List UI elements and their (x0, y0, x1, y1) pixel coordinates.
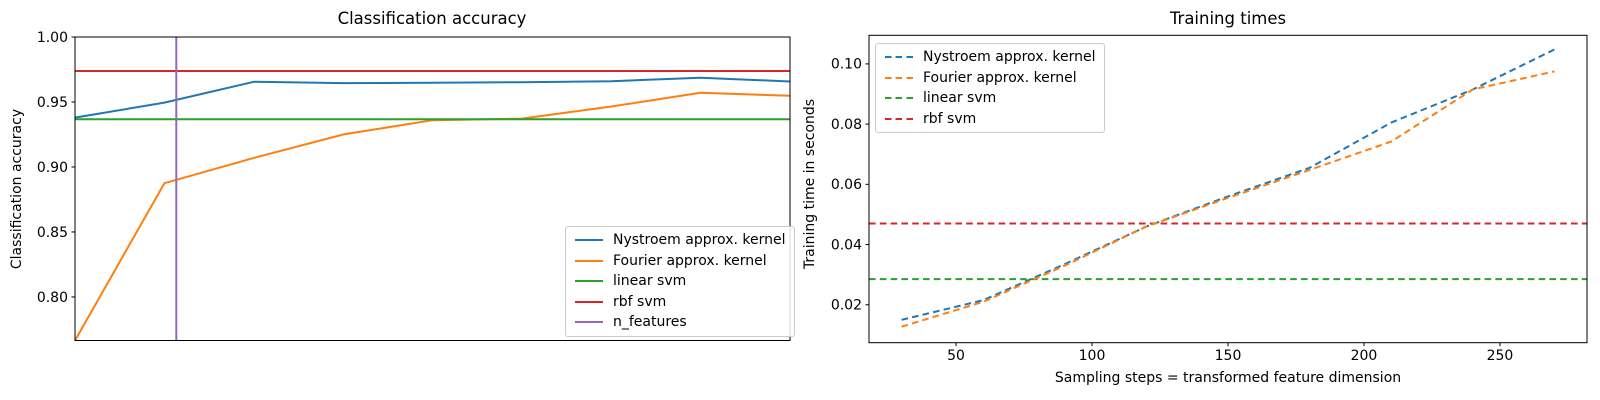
series-line-nystroem-approx-kernel (74, 76, 791, 119)
y-tick-label: 0.80 (37, 290, 68, 306)
legend-line-swatch (575, 239, 603, 242)
legend-item: Fourier approx. kernel (885, 70, 1095, 87)
y-tick-label: 0.85 (37, 225, 68, 241)
legend-item-label: rbf svm (923, 110, 977, 127)
legend-item: linear svm (885, 90, 1095, 107)
legend-line-swatch (575, 280, 603, 283)
legend-item-label: Fourier approx. kernel (923, 69, 1077, 86)
legend-line-swatch (575, 300, 603, 303)
y-tick-label: 0.90 (37, 160, 68, 176)
legend-item-label: Nystroem approx. kernel (613, 232, 786, 248)
y-tick-label: 0.02 (831, 298, 862, 314)
accuracy-y-axis-label: Classification accuracy (9, 108, 25, 270)
classification-accuracy-axes: 1.00 0.95 0.90 0.85 0.80 (37, 30, 791, 341)
y-tick-label: 0.04 (831, 237, 862, 253)
legend-item: Fourier approx. kernel (575, 253, 785, 270)
times-x-axis-label: Sampling steps = transformed feature dim… (1054, 370, 1402, 386)
times-chart-title: Training times (1169, 9, 1287, 28)
legend-item-label: linear svm (923, 90, 997, 106)
series-line-fourier-approx-kernel (901, 70, 1555, 328)
y-tick-label: 0.06 (831, 177, 862, 193)
axes-frame (868, 34, 1588, 344)
x-tick-label: 200 (1351, 348, 1378, 364)
legend-item: linear svm (575, 273, 785, 290)
accuracy-legend: Nystroem approx. kernel Fourier approx. k… (565, 226, 796, 337)
accuracy-chart-title: Classification accuracy (337, 9, 527, 28)
legend-item-label: linear svm (613, 273, 687, 289)
legend-item: n_features (575, 314, 785, 331)
legend-item-label: n_features (613, 314, 687, 330)
legend-item: rbf svm (575, 294, 785, 311)
x-tick-label: 50 (947, 348, 965, 364)
legend-line-swatch (885, 97, 913, 100)
y-tick-label: 0.95 (37, 95, 68, 111)
y-tick-label: 0.10 (831, 57, 862, 73)
times-legend: Nystroem approx. kernel Fourier approx. k… (875, 43, 1106, 133)
legend-line-swatch (575, 321, 603, 324)
x-tick-label: 250 (1487, 348, 1514, 364)
legend-item: rbf svm (885, 111, 1095, 128)
training-times-axes: 0.02 0.04 0.06 0.08 0.10 50 100 150 200 250 (831, 34, 1588, 364)
x-tick-label: 100 (1079, 348, 1106, 364)
legend-item-label: Fourier approx. kernel (613, 252, 767, 269)
legend-line-swatch (885, 76, 913, 79)
times-y-axis-label: Training time in seconds (802, 98, 818, 270)
legend-line-swatch (575, 259, 603, 262)
y-tick-label: 1.00 (37, 30, 68, 46)
y-tick-label: 0.08 (831, 117, 862, 133)
x-tick-label: 150 (1215, 348, 1242, 364)
legend-item-label: rbf svm (613, 293, 667, 310)
legend-line-swatch (885, 56, 913, 59)
legend-item-label: Nystroem approx. kernel (923, 49, 1096, 65)
legend-item: Nystroem approx. kernel (575, 232, 785, 249)
series-line-nystroem-approx-kernel (901, 48, 1555, 321)
axes-frame (74, 36, 791, 341)
legend-item: Nystroem approx. kernel (885, 49, 1095, 66)
legend-line-swatch (885, 117, 913, 120)
